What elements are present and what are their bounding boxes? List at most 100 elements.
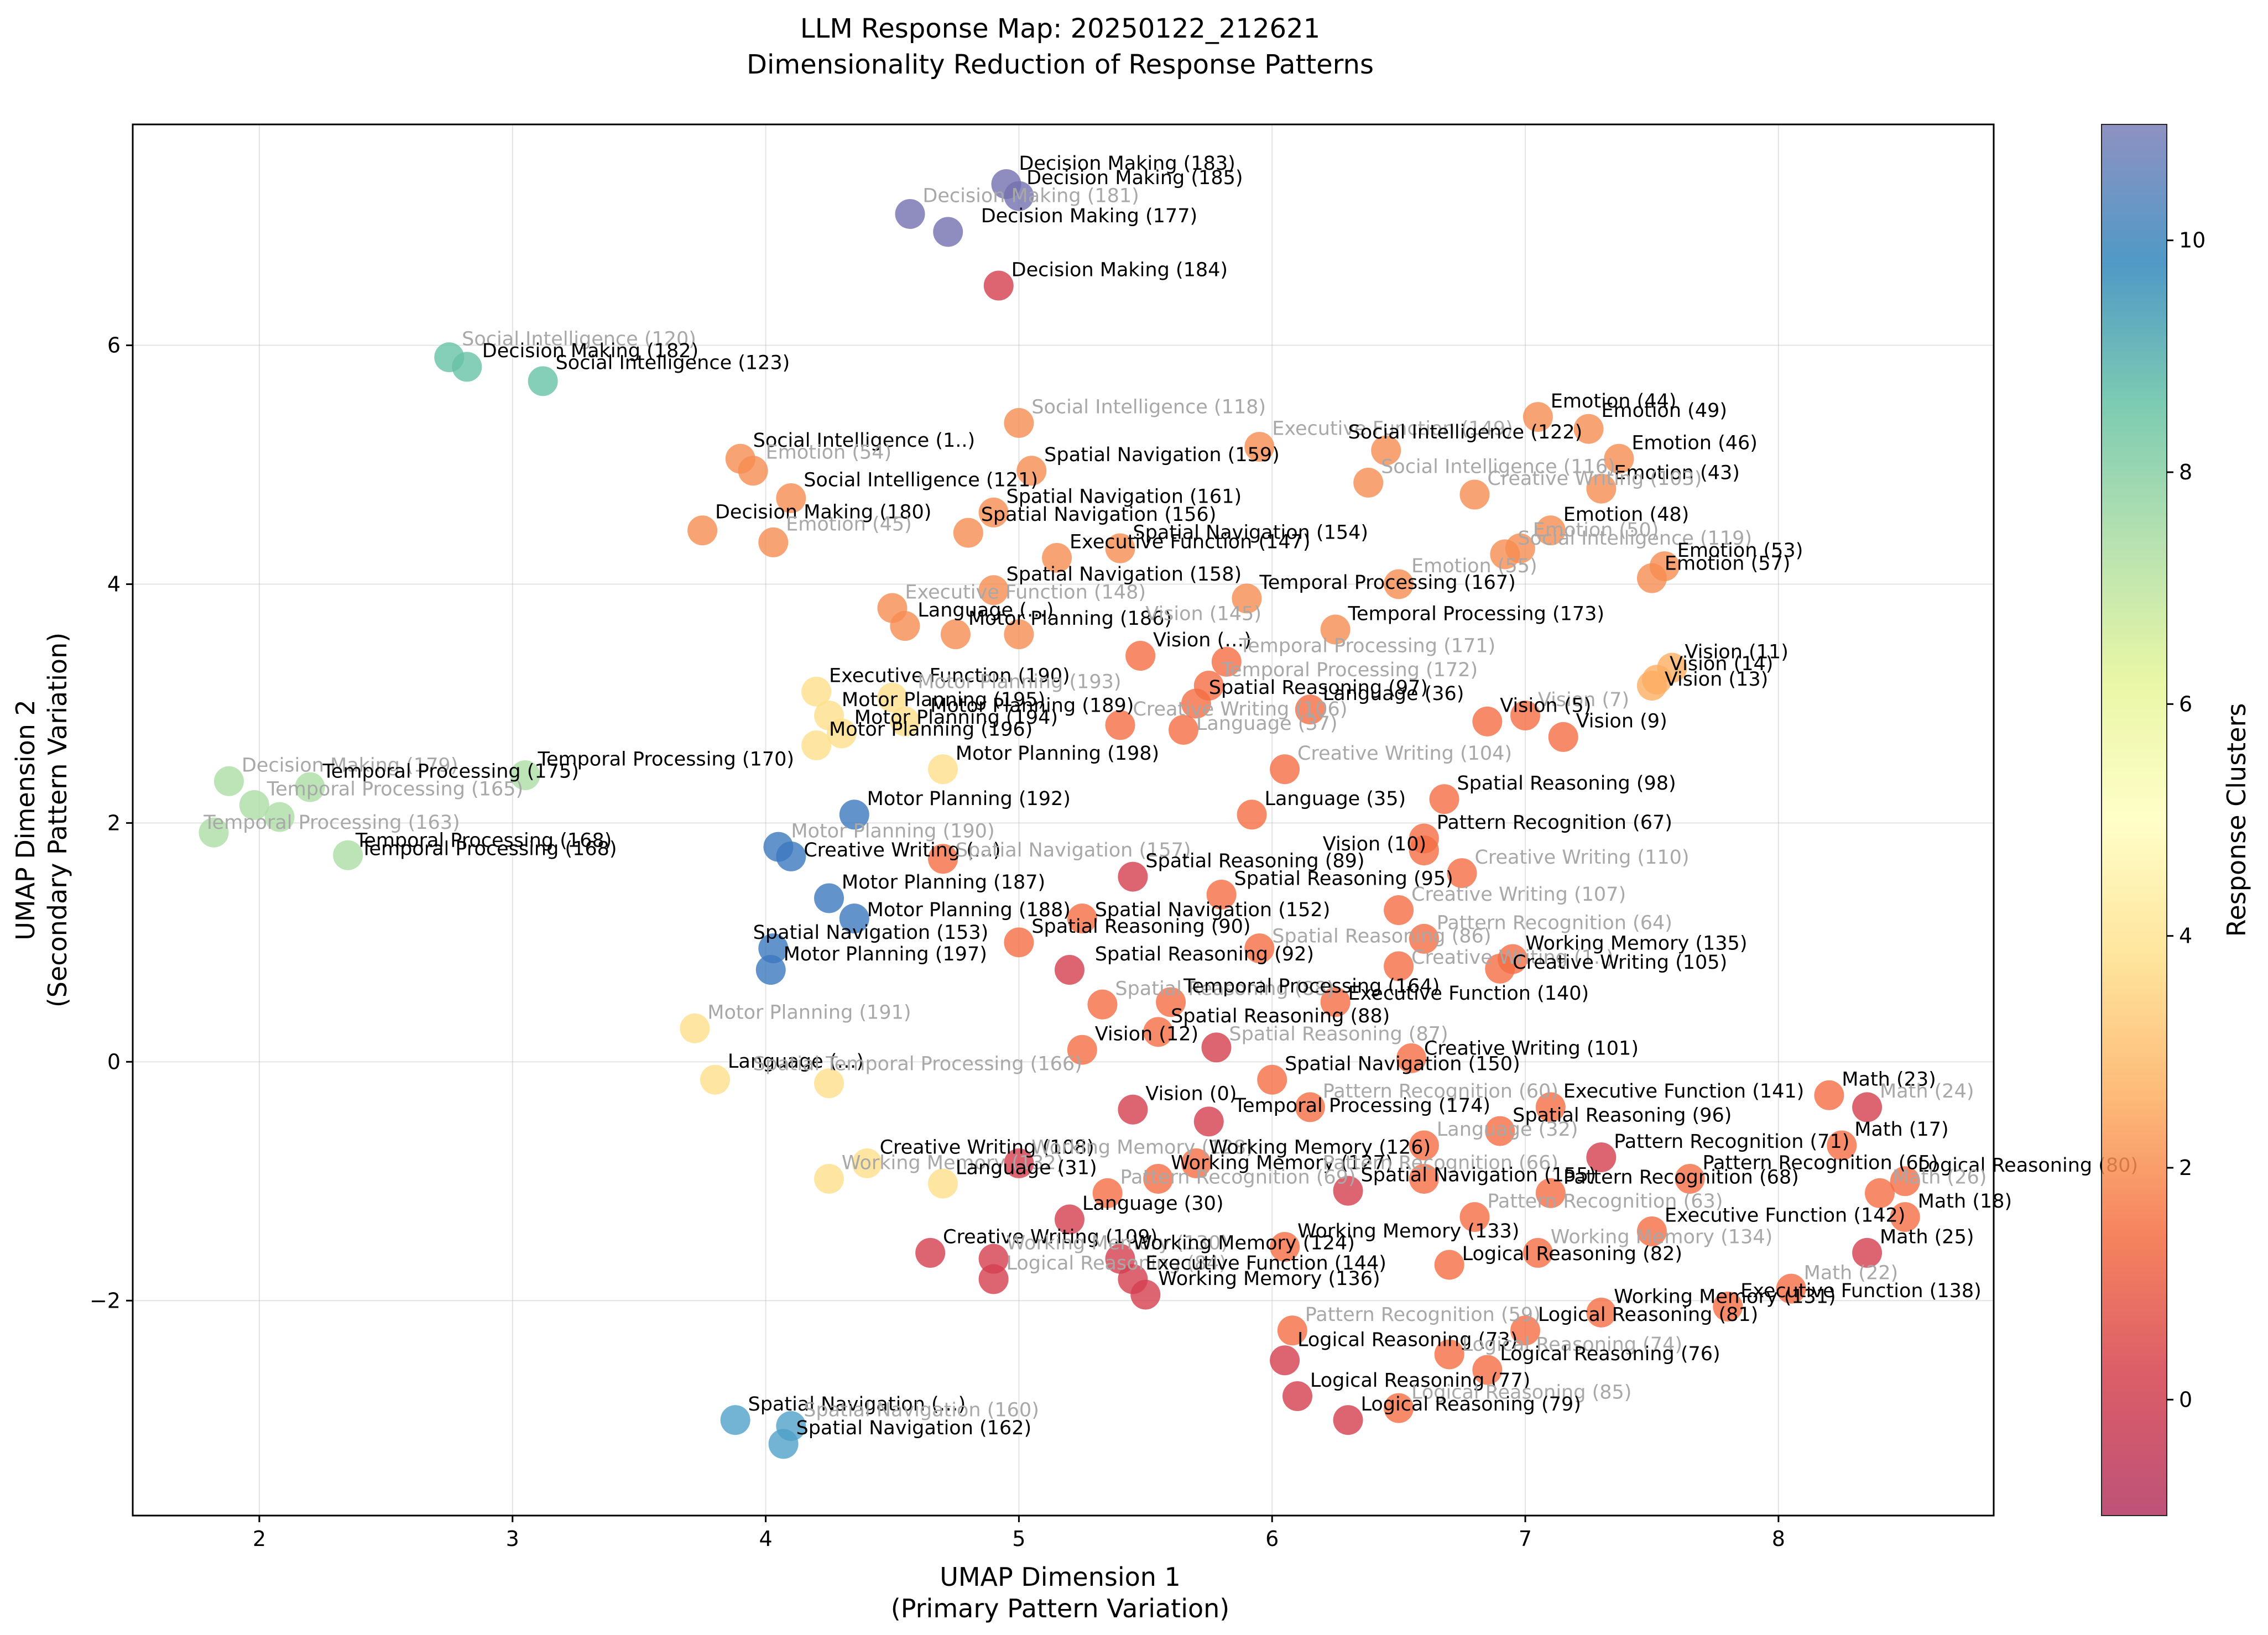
point-label: Working Memory (131) (1614, 1286, 1836, 1308)
point-label: Creative Writing (105) (1513, 952, 1727, 974)
data-point (1320, 614, 1351, 645)
point-label: Temporal Processing (173) (1348, 603, 1605, 625)
y-axis-label: UMAP Dimension 2 (11, 699, 40, 941)
data-point (1156, 987, 1186, 1017)
point-label: Executive Function (148) (905, 581, 1146, 603)
data-point (1206, 879, 1237, 910)
data-point (1586, 1297, 1617, 1328)
colorbar (2101, 124, 2167, 1516)
point-label: Temporal Processing (171) (1239, 635, 1496, 657)
data-point (528, 366, 558, 396)
data-point (1548, 722, 1578, 752)
point-label: Social Intelligence (123) (556, 352, 790, 374)
y-ticks: −2 0 2 4 6 (90, 333, 133, 1313)
data-point (1384, 569, 1414, 599)
point-label: Emotion (45) (786, 513, 912, 535)
data-point (1852, 1237, 1883, 1268)
point-label: Social Intelligence (122) (1348, 421, 1583, 443)
point-label: Vision (7) (1538, 689, 1629, 711)
data-point (1193, 1106, 1224, 1137)
data-point (933, 217, 963, 247)
point-label: Vision (145) (1145, 603, 1261, 625)
x-tick-label: 3 (506, 1527, 519, 1551)
data-point (776, 483, 806, 513)
data-point (915, 1237, 946, 1268)
data-point (1004, 927, 1034, 958)
point-label: Vision (5) (1500, 695, 1591, 717)
point-label: Spatial Reasoning (97) (1209, 677, 1428, 699)
point-label: Working Memory (127) (1171, 1152, 1393, 1174)
data-point (890, 706, 920, 736)
data-point (1636, 1216, 1667, 1247)
point-label: Math (17) (1854, 1119, 1949, 1141)
point-label: Language (30) (1082, 1193, 1224, 1215)
point-label: Emotion (53) (1677, 540, 1803, 562)
point-label: Math (18) (1918, 1190, 2012, 1213)
point-label: Pattern Recognition (71) (1614, 1131, 1849, 1153)
data-point (199, 817, 229, 848)
point-label: Creative Writing (107) (1411, 884, 1626, 906)
colorbar-tick-label: 2 (2179, 1156, 2192, 1180)
data-point (1004, 619, 1034, 650)
point-label: Working Memory (128) (1031, 1137, 1253, 1159)
data-point (1004, 408, 1034, 438)
data-point (1434, 1250, 1464, 1280)
data-point (1333, 1176, 1363, 1206)
data-point (680, 1013, 710, 1043)
point-label: Creative Writing (101) (1424, 1037, 1639, 1059)
data-point (758, 527, 789, 557)
point-label: Working Memory (135) (1525, 932, 1747, 954)
point-label: Temporal Processing (174) (1234, 1095, 1491, 1117)
point-label: Language (…) (917, 599, 1054, 621)
point-label: Temporal Processing (163) (203, 812, 460, 834)
data-point (1586, 473, 1617, 504)
data-point (978, 575, 1009, 605)
point-label: Temporal Processing (168) (360, 838, 617, 860)
x-tick-label: 5 (1012, 1527, 1025, 1551)
point-label: Motor Planning (192) (867, 788, 1071, 810)
data-point (1409, 835, 1439, 866)
data-point (239, 790, 269, 821)
data-point (852, 1148, 882, 1178)
point-labels: Decision Making (183)Decision Making (18… (203, 153, 2138, 1439)
data-point (1042, 542, 1072, 573)
point-label: Spatial Reasoning (92) (1095, 943, 1314, 965)
point-label: Spatial Navigation (153) (753, 922, 989, 944)
point-label: Motor Planning (195) (842, 689, 1045, 711)
point-label: Social Intelligence (118) (1031, 396, 1266, 419)
data-point (1535, 515, 1566, 546)
data-point (700, 1064, 730, 1095)
point-label: Pattern Recognition (59) (1305, 1304, 1541, 1326)
point-label: Emotion (55) (1411, 555, 1537, 577)
y-tick-label: 4 (107, 572, 121, 596)
point-label: Logical Reasoning (81) (1538, 1304, 1758, 1326)
point-label: Vision (…) (1153, 629, 1252, 651)
data-point (1130, 1279, 1161, 1310)
data-point (1201, 1032, 1232, 1063)
data-point (1143, 1163, 1174, 1194)
data-point (768, 1429, 799, 1459)
point-label: Vision (12) (1095, 1023, 1198, 1045)
y-tick-label: 2 (107, 811, 121, 835)
data-point (452, 352, 482, 382)
point-label: Motor Planning (188) (867, 899, 1071, 921)
data-point (1447, 858, 1477, 889)
y-tick-label: 6 (107, 333, 121, 358)
point-label: Spatial Temporal Processing (166) (753, 1053, 1082, 1075)
data-point (295, 772, 325, 802)
data-point (978, 497, 1009, 527)
point-label: Spatial Navigation (160) (804, 1399, 1039, 1422)
colorbar-label: Response Clusters (2222, 703, 2251, 937)
point-label: Spatial Navigation (155) (1360, 1164, 1596, 1186)
point-label: Executive Function (149) (1272, 418, 1513, 440)
data-point (333, 840, 363, 870)
data-point (895, 199, 925, 229)
point-label: Working Memory (133) (1297, 1220, 1519, 1242)
point-label: Math (23) (1842, 1069, 1936, 1091)
point-label: Vision (11) (1685, 641, 1788, 663)
point-label: Executive Function (142) (1665, 1205, 1906, 1227)
data-point (1472, 1355, 1503, 1385)
y-tick-label: 0 (107, 1049, 121, 1074)
point-label: Vision (13) (1665, 668, 1768, 691)
